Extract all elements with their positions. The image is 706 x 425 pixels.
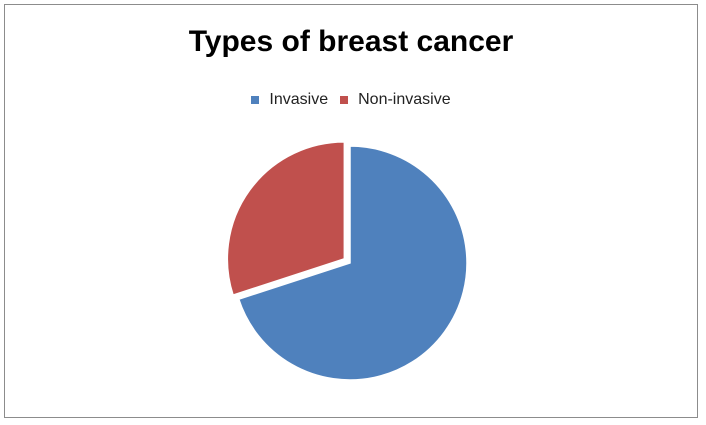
- pie-chart: [226, 141, 468, 381]
- chart-title: Types of breast cancer: [188, 25, 514, 58]
- legend-item-non-invasive: Non-invasive: [340, 91, 451, 109]
- pie-slice-invasive: [237, 145, 468, 381]
- chart-area: Types of breast cancer Invasive Non-inva…: [4, 4, 698, 418]
- legend-item-invasive: Invasive: [251, 91, 328, 109]
- legend: Invasive Non-invasive: [5, 91, 697, 109]
- legend-swatch-invasive: [251, 96, 260, 104]
- legend-label-non-invasive: Non-invasive: [358, 91, 451, 108]
- pie-slice-non-invasive: [226, 141, 346, 296]
- legend-label-invasive: Invasive: [269, 91, 329, 108]
- legend-swatch-non-invasive: [340, 96, 349, 104]
